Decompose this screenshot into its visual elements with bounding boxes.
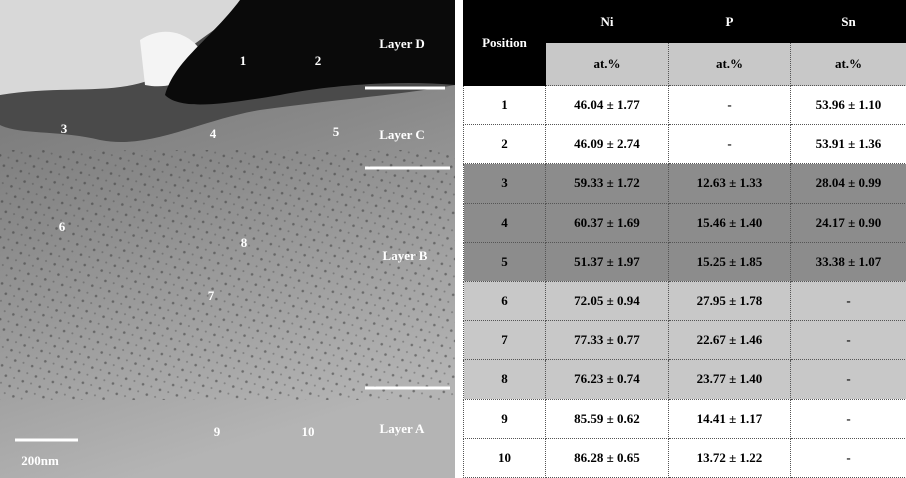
value-cell: - xyxy=(791,360,906,399)
value-cell: 53.96 ± 1.10 xyxy=(791,86,906,125)
value-cell: 28.04 ± 0.99 xyxy=(791,164,906,203)
header-cell: Position xyxy=(464,1,546,86)
position-cell: 7 xyxy=(464,321,546,360)
position-cell: 1 xyxy=(464,86,546,125)
position-cell: 10 xyxy=(464,438,546,477)
particle-label: 1 xyxy=(240,53,247,68)
value-cell: - xyxy=(791,438,906,477)
position-cell: 4 xyxy=(464,203,546,242)
unit-cell: at.% xyxy=(669,43,791,86)
layer-label: Layer C xyxy=(379,127,425,142)
value-cell: - xyxy=(669,125,791,164)
value-cell: 85.59 ± 0.62 xyxy=(546,399,669,438)
tem-image: 1 2 3 4 5 6 7 8 9 10 Layer D Layer C Lay… xyxy=(0,0,455,478)
value-cell: - xyxy=(791,281,906,320)
value-cell: 13.72 ± 1.22 xyxy=(669,438,791,477)
value-cell: 51.37 ± 1.97 xyxy=(546,242,669,281)
value-cell: 72.05 ± 0.94 xyxy=(546,281,669,320)
value-cell: 46.04 ± 1.77 xyxy=(546,86,669,125)
position-cell: 6 xyxy=(464,281,546,320)
value-cell: 27.95 ± 1.78 xyxy=(669,281,791,320)
position-cell: 5 xyxy=(464,242,546,281)
layer-label: Layer D xyxy=(379,36,425,51)
value-cell: 12.63 ± 1.33 xyxy=(669,164,791,203)
particle-label: 9 xyxy=(214,424,221,439)
particle-label: 5 xyxy=(333,124,340,139)
header-cell: Sn xyxy=(791,1,906,43)
position-cell: 9 xyxy=(464,399,546,438)
particle-label: 3 xyxy=(61,121,68,136)
value-cell: - xyxy=(791,321,906,360)
header-cell: P xyxy=(669,1,791,43)
unit-cell: at.% xyxy=(791,43,906,86)
particle-label: 8 xyxy=(241,235,248,250)
value-cell: 14.41 ± 1.17 xyxy=(669,399,791,438)
scale-label: 200nm xyxy=(21,453,59,468)
particle-label: 10 xyxy=(302,424,315,439)
texture xyxy=(0,150,455,400)
value-cell: 86.28 ± 0.65 xyxy=(546,438,669,477)
value-cell: 77.33 ± 0.77 xyxy=(546,321,669,360)
particle-label: 2 xyxy=(315,53,322,68)
value-cell: 33.38 ± 1.07 xyxy=(791,242,906,281)
unit-cell: at.% xyxy=(546,43,669,86)
particle-label: 4 xyxy=(210,126,217,141)
particle-label: 6 xyxy=(59,219,66,234)
position-cell: 2 xyxy=(464,125,546,164)
position-cell: 8 xyxy=(464,360,546,399)
value-cell: 60.37 ± 1.69 xyxy=(546,203,669,242)
value-cell: 22.67 ± 1.46 xyxy=(669,321,791,360)
particle-label: 7 xyxy=(208,288,215,303)
value-cell: - xyxy=(791,399,906,438)
header-cell: Ni xyxy=(546,1,669,43)
value-cell: 15.25 ± 1.85 xyxy=(669,242,791,281)
value-cell: 24.17 ± 0.90 xyxy=(791,203,906,242)
value-cell: 15.46 ± 1.40 xyxy=(669,203,791,242)
position-cell: 3 xyxy=(464,164,546,203)
page: 1 2 3 4 5 6 7 8 9 10 Layer D Layer C Lay… xyxy=(0,0,906,478)
value-cell: 76.23 ± 0.74 xyxy=(546,360,669,399)
value-cell: 53.91 ± 1.36 xyxy=(791,125,906,164)
value-cell: - xyxy=(669,86,791,125)
value-cell: 23.77 ± 1.40 xyxy=(669,360,791,399)
value-cell: 59.33 ± 1.72 xyxy=(546,164,669,203)
layer-label: Layer B xyxy=(383,248,428,263)
layer-label: Layer A xyxy=(380,421,426,436)
value-cell: 46.09 ± 2.74 xyxy=(546,125,669,164)
